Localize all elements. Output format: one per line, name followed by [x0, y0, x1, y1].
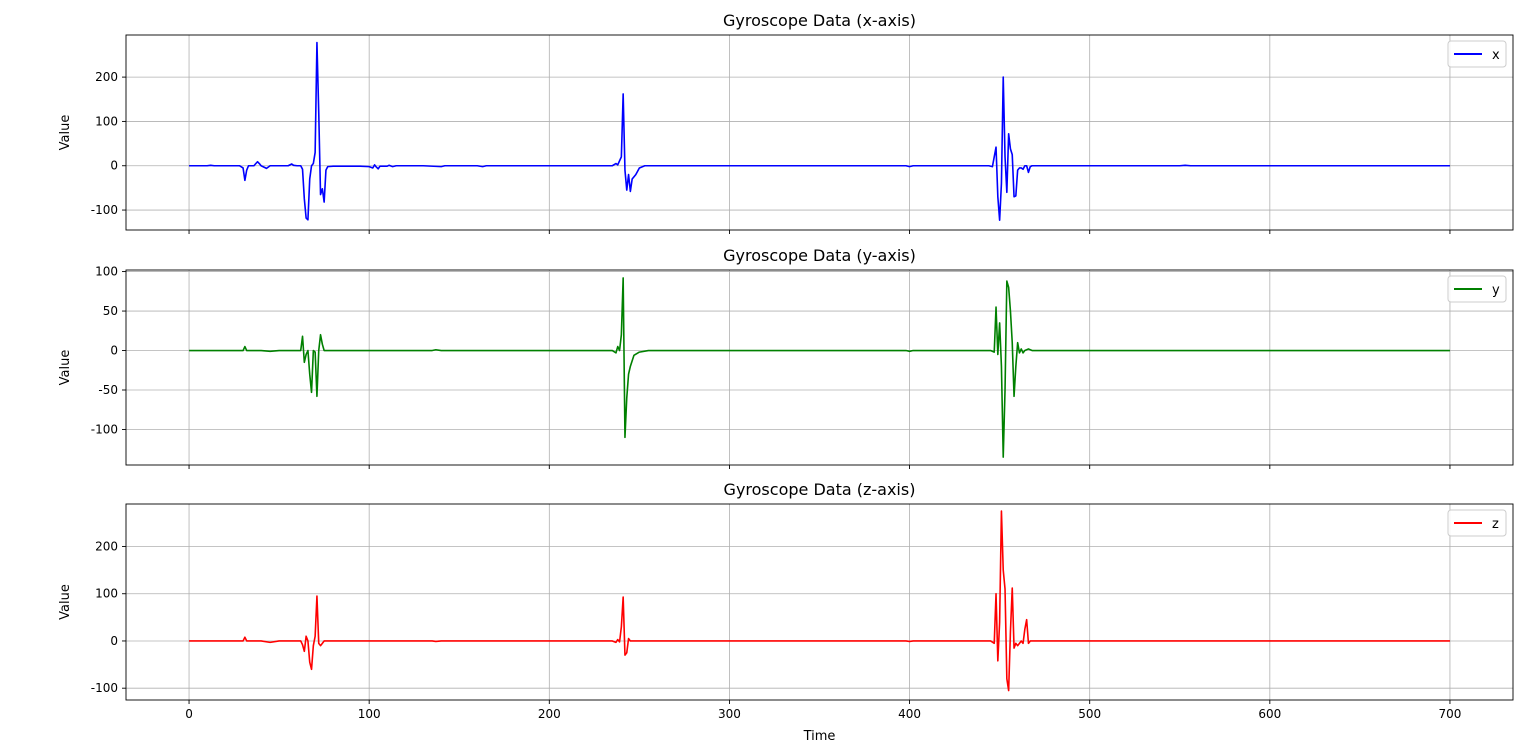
subplot-title: Gyroscope Data (z-axis)	[724, 480, 916, 499]
y-tick-label: 200	[95, 70, 118, 84]
y-tick-label: 0	[110, 634, 118, 648]
x-tick-label: 100	[358, 707, 381, 721]
subplot-title: Gyroscope Data (x-axis)	[723, 11, 916, 30]
y-tick-label: 100	[95, 265, 118, 279]
y-tick-label: -100	[91, 681, 118, 695]
y-tick-label: 50	[103, 304, 118, 318]
y-tick-label: 0	[110, 159, 118, 173]
subplot-1: -100 0 100 200 Gyroscope Data (x-axis) Value x	[58, 11, 1514, 234]
series-line-x	[189, 41, 1450, 222]
subplot-3: -100 0 100 200 0 100 200 300 400 500 600 700 Gyrosco…	[58, 480, 1514, 744]
x-tick-label: 0	[185, 707, 193, 721]
legend-label-z: z	[1492, 517, 1499, 532]
x-tick-label: 600	[1258, 707, 1281, 721]
x-tick-label: 400	[898, 707, 921, 721]
axes-frame	[125, 503, 1514, 701]
legend: y	[1447, 275, 1507, 303]
x-tick-label: 700	[1439, 707, 1462, 721]
y-axis-label: Value	[58, 115, 73, 151]
axes-frame	[125, 269, 1514, 466]
y-tick-label: 100	[95, 114, 118, 128]
legend: x	[1447, 40, 1507, 68]
axes-frame	[125, 34, 1514, 231]
y-tick-label: -50	[98, 383, 118, 397]
y-tick-label: 0	[110, 344, 118, 358]
x-tick-label: 500	[1078, 707, 1101, 721]
legend-label-x: x	[1492, 48, 1500, 63]
legend-label-y: y	[1492, 283, 1500, 298]
subplot-title: Gyroscope Data (y-axis)	[723, 246, 916, 265]
y-tick-label: -100	[91, 203, 118, 217]
legend: z	[1447, 509, 1507, 537]
y-axis-label: Value	[58, 584, 73, 620]
x-tick-label: 300	[718, 707, 741, 721]
y-tick-label: 100	[95, 587, 118, 601]
subplot-2: -100 -50 0 50 100 Gyroscope Data (y-axis) Valu…	[58, 246, 1514, 469]
x-axis-label: Time	[803, 729, 836, 744]
series-line-z	[189, 510, 1450, 692]
x-tick-label: 200	[538, 707, 561, 721]
y-tick-label: 200	[95, 540, 118, 554]
y-tick-label: -100	[91, 422, 118, 436]
series-line-y	[189, 277, 1450, 458]
y-axis-label: Value	[58, 350, 73, 386]
